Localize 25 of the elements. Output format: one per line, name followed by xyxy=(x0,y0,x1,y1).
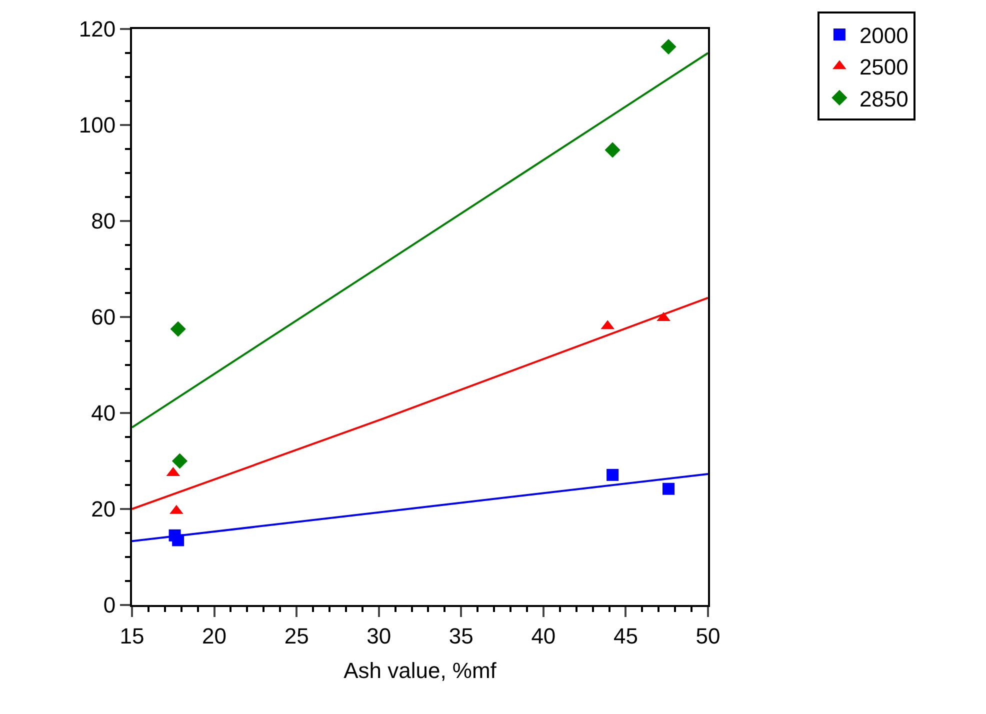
legend-label: 2000 xyxy=(859,23,908,48)
point xyxy=(604,142,620,158)
point xyxy=(172,453,188,469)
y-tick-label: 40 xyxy=(91,400,116,426)
x-tick-label: 20 xyxy=(202,623,227,648)
point xyxy=(660,38,676,55)
x-tick-label: 45 xyxy=(613,623,638,648)
point xyxy=(170,321,186,337)
y-tick-label: 20 xyxy=(91,496,116,522)
y-tick-label: 60 xyxy=(91,304,116,330)
x-tick-label: 25 xyxy=(284,623,309,648)
x-tick-label: 50 xyxy=(696,623,720,648)
legend-label: 2850 xyxy=(859,86,908,112)
x-axis-title: Ash value, %mf xyxy=(344,658,498,683)
y-tick-label: 80 xyxy=(91,208,116,234)
legend-label: 2500 xyxy=(859,54,908,80)
x-tick-label: 35 xyxy=(448,623,474,648)
y-tick-label: 0 xyxy=(103,592,116,618)
point xyxy=(662,482,674,495)
y-tick-label: 120 xyxy=(78,16,116,42)
y-tick-label: 100 xyxy=(78,112,116,138)
point xyxy=(606,468,619,481)
x-tick-label: 40 xyxy=(531,623,556,648)
x-tick-label: 30 xyxy=(366,623,392,648)
x-tick-label: 15 xyxy=(120,623,144,648)
